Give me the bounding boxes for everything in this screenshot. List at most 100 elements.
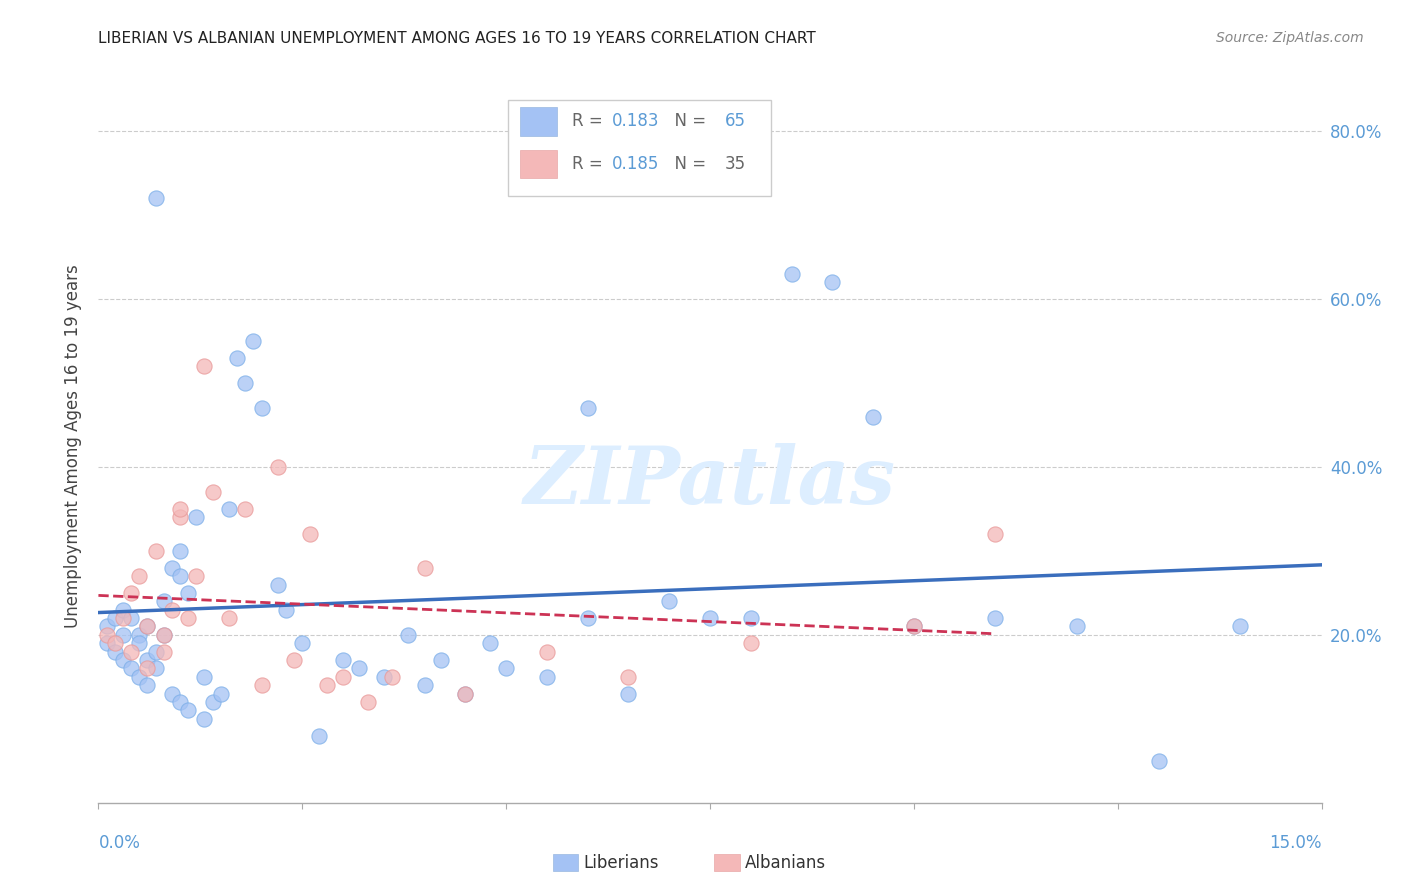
Point (111, 653, 134, 667)
Point (169, 502, 191, 516)
Point (250, 401, 273, 416)
Point (104, 645, 127, 659)
Point (96, 636, 118, 650)
Point (177, 703, 200, 717)
Point (145, 191, 167, 205)
Point (658, 594, 681, 608)
Point (349, 661, 371, 675)
Point (617, 670, 640, 684)
Point (128, 569, 150, 583)
Point (495, 661, 517, 675)
Point (128, 670, 150, 684)
Point (120, 645, 142, 659)
Point (218, 502, 240, 516)
Point (1147, 754, 1170, 768)
Point (454, 687, 477, 701)
Point (136, 661, 159, 675)
Point (136, 678, 159, 692)
Point (128, 636, 150, 650)
Point (430, 653, 453, 667)
Point (576, 611, 599, 625)
Point (299, 527, 322, 541)
Point (267, 460, 290, 475)
Point (136, 653, 159, 667)
Text: Albanians: Albanians (745, 854, 827, 871)
Point (984, 527, 1007, 541)
Point (96, 619, 118, 633)
Point (536, 670, 558, 684)
Point (193, 359, 215, 374)
Point (381, 670, 404, 684)
Point (740, 636, 762, 650)
Point (169, 695, 191, 709)
Point (152, 628, 174, 642)
Point (177, 586, 200, 600)
Point (740, 611, 762, 625)
Point (145, 661, 167, 675)
Point (96, 628, 118, 642)
Point (250, 678, 273, 692)
Text: 15.0%: 15.0% (1270, 834, 1322, 852)
Point (169, 544, 191, 558)
Point (186, 569, 208, 583)
Point (233, 502, 256, 516)
Point (128, 628, 150, 642)
Point (903, 619, 925, 633)
Point (413, 678, 436, 692)
Point (120, 661, 142, 675)
Point (576, 401, 599, 416)
Point (267, 577, 290, 591)
FancyBboxPatch shape (520, 107, 557, 136)
Point (145, 645, 167, 659)
Point (413, 560, 436, 574)
Text: 0.185: 0.185 (612, 155, 659, 173)
Point (152, 645, 174, 659)
Text: R =: R = (572, 155, 607, 173)
Text: N =: N = (664, 112, 711, 130)
Point (111, 603, 134, 617)
Point (478, 636, 501, 650)
Point (169, 569, 191, 583)
Point (201, 485, 224, 500)
Point (152, 594, 174, 608)
Text: LIBERIAN VS ALBANIAN UNEMPLOYMENT AMONG AGES 16 TO 19 YEARS CORRELATION CHART: LIBERIAN VS ALBANIAN UNEMPLOYMENT AMONG … (98, 31, 815, 46)
Point (160, 687, 183, 701)
Text: 65: 65 (724, 112, 745, 130)
Point (186, 510, 208, 524)
Text: N =: N = (664, 155, 711, 173)
Point (160, 560, 183, 574)
Point (984, 611, 1007, 625)
FancyBboxPatch shape (508, 100, 772, 196)
Point (274, 603, 297, 617)
Point (111, 628, 134, 642)
Point (152, 628, 174, 642)
Point (332, 670, 354, 684)
Point (120, 611, 142, 625)
Point (226, 351, 249, 365)
Text: 0.0%: 0.0% (98, 834, 141, 852)
Text: R =: R = (572, 112, 607, 130)
Point (104, 636, 127, 650)
Point (160, 603, 183, 617)
Point (699, 611, 721, 625)
Point (193, 712, 215, 726)
Text: 35: 35 (724, 155, 745, 173)
Point (218, 611, 240, 625)
Point (373, 670, 395, 684)
Point (209, 687, 232, 701)
Point (821, 275, 844, 289)
Y-axis label: Unemployment Among Ages 16 to 19 years: Unemployment Among Ages 16 to 19 years (65, 264, 83, 628)
Text: Liberians: Liberians (583, 854, 659, 871)
Point (201, 695, 224, 709)
Point (283, 653, 305, 667)
Point (120, 586, 142, 600)
Point (111, 611, 134, 625)
Point (903, 619, 925, 633)
Text: Source: ZipAtlas.com: Source: ZipAtlas.com (1216, 31, 1364, 45)
Point (308, 729, 330, 743)
Point (780, 267, 803, 281)
Point (617, 687, 640, 701)
Point (396, 628, 419, 642)
Point (136, 619, 159, 633)
Point (332, 653, 354, 667)
